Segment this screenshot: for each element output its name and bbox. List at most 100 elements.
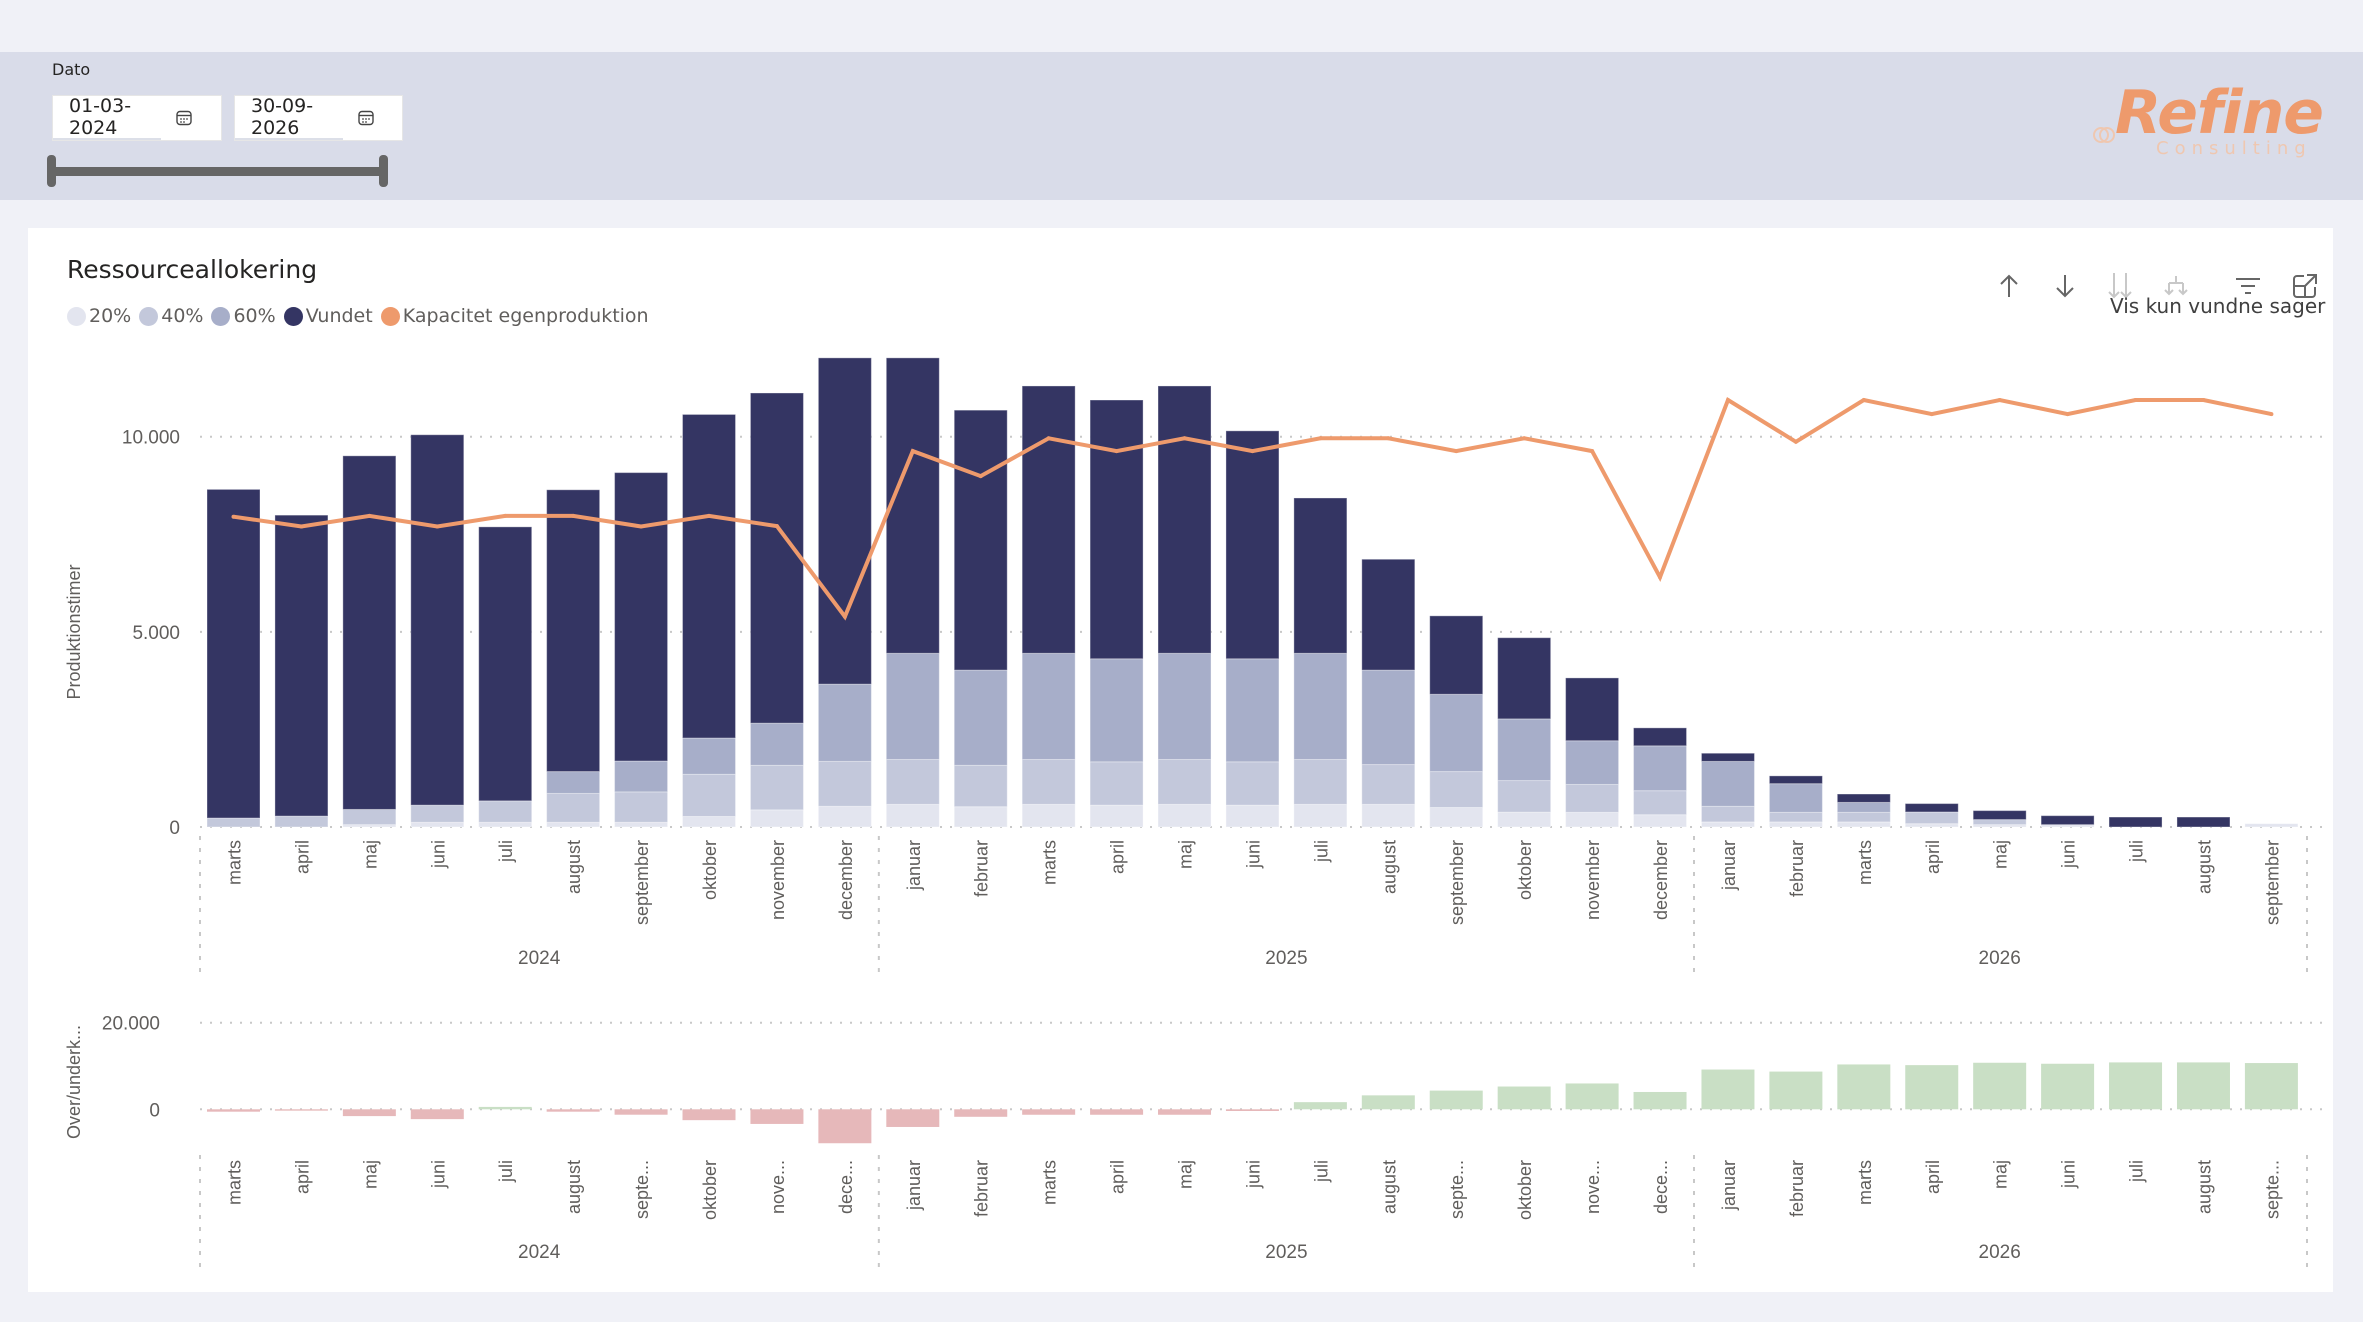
capacity-point[interactable]: [2133, 398, 2138, 403]
undercapacity-bar[interactable]: [954, 1109, 1008, 1117]
bar-segment-vundet[interactable]: [1293, 497, 1348, 654]
undercapacity-bar[interactable]: [274, 1109, 328, 1111]
bar-segment-60[interactable]: [953, 669, 1008, 766]
overcapacity-bar[interactable]: [2176, 1062, 2230, 1110]
bar-segment-40[interactable]: [1768, 811, 1823, 823]
stacked-bar[interactable]: [1497, 637, 1552, 828]
date-range-slider-track[interactable]: [52, 167, 384, 176]
bar-segment-vundet[interactable]: [1972, 810, 2027, 821]
undercapacity-bar[interactable]: [1158, 1109, 1212, 1115]
date-range-end-handle[interactable]: [379, 155, 388, 187]
bar-segment-vundet[interactable]: [1836, 793, 1891, 803]
calendar-icon[interactable]: [343, 96, 389, 140]
stacked-bar[interactable]: [1157, 385, 1212, 828]
bar-segment-40[interactable]: [410, 804, 465, 823]
bar-segment-60[interactable]: [1089, 658, 1144, 763]
bar-segment-vundet[interactable]: [682, 413, 737, 739]
bar-segment-60[interactable]: [1565, 740, 1620, 785]
stacked-bar[interactable]: [342, 455, 397, 828]
bar-segment-60[interactable]: [1225, 658, 1280, 763]
capacity-point[interactable]: [978, 474, 983, 479]
undercapacity-bar[interactable]: [1090, 1109, 1144, 1115]
bar-segment-20[interactable]: [2244, 823, 2299, 828]
bar-segment-vundet[interactable]: [274, 514, 329, 817]
overcapacity-bar[interactable]: [1973, 1062, 2027, 1110]
stacked-bar[interactable]: [1836, 793, 1891, 828]
bar-segment-60[interactable]: [1700, 760, 1755, 807]
overcapacity-bar[interactable]: [1497, 1086, 1551, 1110]
bar-segment-40[interactable]: [546, 792, 601, 823]
bar-segment-40[interactable]: [1700, 805, 1755, 823]
capacity-point[interactable]: [1929, 412, 1934, 417]
capacity-point[interactable]: [367, 513, 372, 518]
bar-segment-40[interactable]: [274, 815, 329, 828]
end-date-field[interactable]: 30-09-2026: [234, 95, 403, 141]
bar-segment-40[interactable]: [749, 764, 804, 811]
bar-segment-20[interactable]: [1089, 804, 1144, 828]
capacity-point[interactable]: [1318, 436, 1323, 441]
capacity-point[interactable]: [1658, 575, 1663, 580]
bar-segment-40[interactable]: [1565, 783, 1620, 813]
bar-segment-20[interactable]: [953, 806, 1008, 828]
stacked-bar[interactable]: [682, 413, 737, 828]
undercapacity-bar[interactable]: [886, 1109, 940, 1127]
stacked-bar[interactable]: [1293, 497, 1348, 828]
overcapacity-bar[interactable]: [478, 1106, 532, 1110]
undercapacity-bar[interactable]: [682, 1109, 736, 1121]
stacked-bar[interactable]: [1021, 385, 1076, 828]
overcapacity-bar[interactable]: [1361, 1095, 1415, 1110]
undercapacity-bar[interactable]: [1022, 1109, 1076, 1115]
stacked-bar[interactable]: [2108, 816, 2163, 828]
bar-segment-20[interactable]: [1361, 803, 1416, 828]
bar-segment-vundet[interactable]: [1768, 775, 1823, 785]
capacity-point[interactable]: [1454, 449, 1459, 454]
undercapacity-bar[interactable]: [546, 1109, 600, 1112]
capacity-point[interactable]: [1522, 436, 1527, 441]
bar-segment-40[interactable]: [817, 760, 872, 807]
bar-segment-40[interactable]: [1497, 780, 1552, 813]
bar-segment-60[interactable]: [1021, 652, 1076, 760]
bar-segment-20[interactable]: [1565, 811, 1620, 828]
bar-segment-20[interactable]: [410, 821, 465, 828]
bar-segment-60[interactable]: [1633, 745, 1688, 792]
legend-item-kapacitet[interactable]: Kapacitet egenproduktion: [380, 305, 649, 327]
bar-segment-40[interactable]: [1633, 790, 1688, 816]
overcapacity-bar[interactable]: [2244, 1063, 2298, 1110]
focus-mode-button[interactable]: [2287, 268, 2323, 304]
capacity-point[interactable]: [1182, 436, 1187, 441]
calendar-icon[interactable]: [161, 96, 207, 140]
stacked-bar[interactable]: [1361, 558, 1416, 828]
bar-segment-20[interactable]: [1021, 803, 1076, 828]
bar-segment-20[interactable]: [817, 805, 872, 828]
stacked-bar[interactable]: [1089, 399, 1144, 828]
legend-item-vundet[interactable]: Vundet: [283, 305, 373, 327]
bar-segment-40[interactable]: [1157, 758, 1212, 805]
bar-segment-vundet[interactable]: [1089, 399, 1144, 660]
bar-segment-vundet[interactable]: [478, 526, 533, 802]
stacked-bar[interactable]: [478, 526, 533, 828]
capacity-point[interactable]: [299, 524, 304, 529]
show-only-won-cases-toggle[interactable]: Vis kun vundne sager: [2110, 294, 2326, 318]
stacked-bar[interactable]: [1225, 430, 1280, 828]
bar-segment-40[interactable]: [1904, 811, 1959, 825]
capacity-point[interactable]: [503, 513, 508, 518]
overcapacity-bar[interactable]: [1769, 1071, 1823, 1110]
bar-segment-60[interactable]: [614, 760, 669, 793]
capacity-point[interactable]: [2065, 412, 2070, 417]
bar-segment-20[interactable]: [1700, 821, 1755, 828]
stacked-bar[interactable]: [749, 392, 804, 828]
capacity-point[interactable]: [639, 524, 644, 529]
bar-segment-vundet[interactable]: [885, 357, 940, 654]
bar-segment-60[interactable]: [546, 771, 601, 794]
bar-segment-vundet[interactable]: [410, 434, 465, 806]
undercapacity-bar[interactable]: [1225, 1109, 1279, 1111]
capacity-point[interactable]: [1590, 449, 1595, 454]
end-date-value[interactable]: 30-09-2026: [235, 95, 343, 140]
bar-segment-20[interactable]: [1293, 803, 1348, 828]
bar-segment-vundet[interactable]: [2176, 816, 2231, 828]
bar-segment-60[interactable]: [1836, 801, 1891, 813]
overcapacity-bar[interactable]: [1905, 1065, 1959, 1110]
overcapacity-bar[interactable]: [2041, 1063, 2095, 1110]
bar-segment-vundet[interactable]: [2108, 816, 2163, 828]
stacked-bar[interactable]: [614, 472, 669, 828]
